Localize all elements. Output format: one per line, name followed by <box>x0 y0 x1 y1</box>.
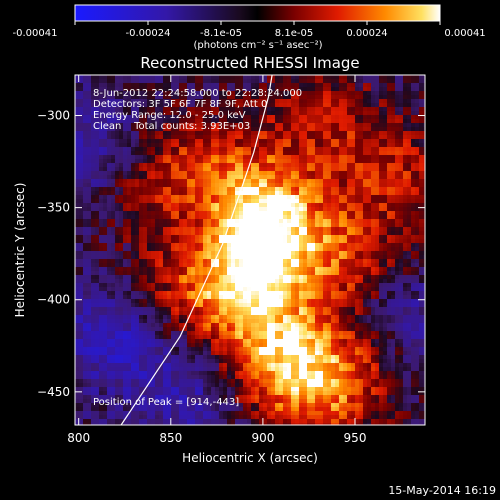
solar-limb-line <box>120 75 273 425</box>
colorbar-ticks: -0.00041 -0.00024 -8.1e-05 8.1e-05 0.00024 0.… <box>13 21 486 39</box>
colorbar-tick-label: 0.00024 <box>346 28 387 39</box>
y-tick-label: −300 <box>37 109 70 123</box>
footer-timestamp: 15-May-2014 16:19 <box>388 484 496 497</box>
colorbar-tick-label: 8.1e-05 <box>275 28 313 39</box>
annotation-clean-counts: Clean Total counts: 3.93E+03 <box>93 121 250 132</box>
annotation-detectors: Detectors: 3F 5F 6F 7F 8F 9F, Att 0 <box>93 99 267 110</box>
plot-frame <box>74 74 426 426</box>
y-axis-label: Heliocentric Y (arcsec) <box>13 183 27 318</box>
x-tick-label: 900 <box>251 431 274 445</box>
y-axis-ticks: −300 −350 −400 −450 <box>37 109 425 399</box>
colorbar-tick-label: -0.00024 <box>126 28 171 39</box>
heatmap-image <box>75 75 425 425</box>
colorbar-tick-label: -8.1e-05 <box>200 28 242 39</box>
annotation-energy-range: Energy Range: 12.0 - 25.0 keV <box>93 110 246 121</box>
chart-title: Reconstructed RHESSI Image <box>140 54 359 72</box>
y-tick-label: −400 <box>37 293 70 307</box>
colorbar <box>74 4 441 22</box>
y-tick-label: −450 <box>37 385 70 399</box>
peak-position-label: Position of Peak = [914,-443] <box>93 397 239 408</box>
plot-area <box>75 75 425 425</box>
annotation-time-range: 8-Jun-2012 22:24:58.000 to 22:28:24.000 <box>93 88 302 99</box>
x-axis-ticks: 800 850 900 950 <box>67 75 366 445</box>
x-tick-label: 850 <box>159 431 182 445</box>
y-tick-label: −350 <box>37 201 70 215</box>
colorbar-units: (photons cm⁻² s⁻¹ asec⁻²) <box>193 40 322 51</box>
x-tick-label: 950 <box>344 431 367 445</box>
x-tick-label: 800 <box>67 431 90 445</box>
x-axis-label: Heliocentric X (arcsec) <box>182 451 318 465</box>
colorbar-tick-label: -0.00041 <box>13 28 58 39</box>
colorbar-tick-label: 0.00041 <box>444 28 485 39</box>
